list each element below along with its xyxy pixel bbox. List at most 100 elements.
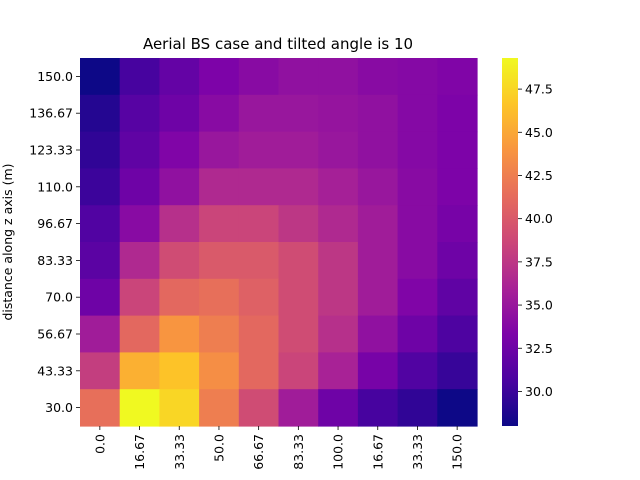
heatmap-cell xyxy=(199,205,240,243)
heatmap-cell xyxy=(278,168,319,206)
heatmap-cell xyxy=(119,205,160,243)
heatmap-cell xyxy=(80,242,121,280)
heatmap-cell xyxy=(199,168,240,206)
heatmap-cell xyxy=(119,242,160,280)
heatmap-cell xyxy=(357,168,399,206)
colorbar-ticks: 47.5 45.0 42.5 40.0 37.5 35.0 32.5 30.0 xyxy=(518,82,553,399)
heatmap-cell xyxy=(199,315,240,353)
x-tick-label: 83.33 xyxy=(291,434,306,470)
heatmap-cell xyxy=(119,168,160,206)
y-tick-label: 70.0 xyxy=(45,290,73,305)
heatmap-cell xyxy=(357,242,399,280)
heatmap-cell xyxy=(119,352,160,390)
heatmap-cell xyxy=(238,168,280,206)
x-tick-label: 150.0 xyxy=(450,434,465,470)
heatmap-cell xyxy=(318,205,359,243)
heatmap-cell xyxy=(318,168,359,206)
heatmap-cell xyxy=(119,131,160,169)
heatmap-cell xyxy=(278,352,319,390)
heatmap-cell xyxy=(119,94,160,133)
y-axis-ticks: 150.0 136.67 123.33 110.0 96.67 83.33 70.0 56.6… xyxy=(29,69,80,415)
heatmap-cell xyxy=(199,58,240,96)
x-axis-ticks: 0.0 16.67 33.33 50.0 66.67 83.33 100.0 16.67 33.… xyxy=(92,426,465,470)
heatmap-cell xyxy=(397,205,438,243)
y-tick-label: 30.0 xyxy=(45,400,73,415)
heatmap-cell xyxy=(318,131,359,169)
heatmap-cell xyxy=(80,94,121,133)
heatmap-cell xyxy=(119,58,160,96)
heatmap-cells xyxy=(80,58,478,427)
colorbar-tick-label: 45.0 xyxy=(525,125,553,140)
heatmap-cell xyxy=(318,58,359,96)
heatmap-cell xyxy=(80,58,121,96)
heatmap-cell xyxy=(199,131,240,169)
y-tick-label: 123.33 xyxy=(29,143,73,158)
heatmap-cell xyxy=(437,242,478,280)
y-tick-label: 96.67 xyxy=(37,216,73,231)
x-tick-label: 16.67 xyxy=(370,434,385,470)
heatmap-cell xyxy=(159,94,200,133)
heatmap-cell xyxy=(80,168,121,206)
heatmap-cell xyxy=(238,58,280,96)
y-tick-label: 56.67 xyxy=(37,327,73,342)
y-tick-label: 83.33 xyxy=(37,253,73,268)
heatmap-cell xyxy=(437,205,478,243)
heatmap-cell xyxy=(278,278,319,317)
heatmap-cell xyxy=(437,94,478,133)
heatmap-cell xyxy=(80,315,121,353)
y-tick-label: 110.0 xyxy=(37,179,73,194)
heatmap-cell xyxy=(318,315,359,353)
y-tick-label: 136.67 xyxy=(29,106,73,121)
heatmap-cell xyxy=(80,131,121,169)
heatmap-cell xyxy=(199,352,240,390)
heatmap-cell xyxy=(159,131,200,169)
heatmap-cell xyxy=(278,242,319,280)
heatmap-cell xyxy=(437,352,478,390)
heatmap-cell xyxy=(437,389,478,427)
heatmap-cell xyxy=(397,131,438,169)
heatmap-cell xyxy=(397,278,438,317)
heatmap-cell xyxy=(278,94,319,133)
y-tick-label: 150.0 xyxy=(37,69,73,84)
heatmap-cell xyxy=(397,58,438,96)
colorbar-tick-label: 42.5 xyxy=(525,168,553,183)
heatmap-cell xyxy=(318,94,359,133)
heatmap-cell xyxy=(199,278,240,317)
heatmap-cell xyxy=(278,205,319,243)
heatmap-cell xyxy=(437,131,478,169)
heatmap-cell xyxy=(119,315,160,353)
colorbar-tick-label: 40.0 xyxy=(525,211,553,226)
x-tick-label: 100.0 xyxy=(331,434,346,470)
colorbar-tick-label: 47.5 xyxy=(525,82,553,97)
heatmap-cell xyxy=(357,315,399,353)
heatmap-cell xyxy=(159,205,200,243)
heatmap-cell xyxy=(238,242,280,280)
heatmap-cell xyxy=(318,242,359,280)
heatmap-cell xyxy=(278,131,319,169)
x-tick-label: 66.67 xyxy=(251,434,266,470)
x-tick-label: 33.33 xyxy=(172,434,187,470)
heatmap-cell xyxy=(357,205,399,243)
heatmap-cell xyxy=(318,389,359,427)
heatmap-cell xyxy=(80,389,121,427)
heatmap-cell xyxy=(357,131,399,169)
y-axis-label: distance along z axis (m) xyxy=(0,163,15,320)
heatmap-cell xyxy=(437,315,478,353)
heatmap-cell xyxy=(238,389,280,427)
heatmap-cell xyxy=(159,58,200,96)
heatmap-cell xyxy=(278,58,319,96)
heatmap-cell xyxy=(278,389,319,427)
heatmap-cell xyxy=(437,168,478,206)
heatmap-cell xyxy=(357,352,399,390)
heatmap-cell xyxy=(238,278,280,317)
colorbar-tick-label: 32.5 xyxy=(525,341,553,356)
heatmap-cell xyxy=(437,58,478,96)
heatmap-cell xyxy=(357,278,399,317)
chart-title: Aerial BS case and tilted angle is 10 xyxy=(143,35,413,53)
x-tick-label: 33.33 xyxy=(410,434,425,470)
x-tick-label: 16.67 xyxy=(132,434,147,470)
heatmap-cell xyxy=(159,352,200,390)
x-tick-label: 50.0 xyxy=(211,434,226,462)
colorbar-tick-label: 37.5 xyxy=(525,254,553,269)
